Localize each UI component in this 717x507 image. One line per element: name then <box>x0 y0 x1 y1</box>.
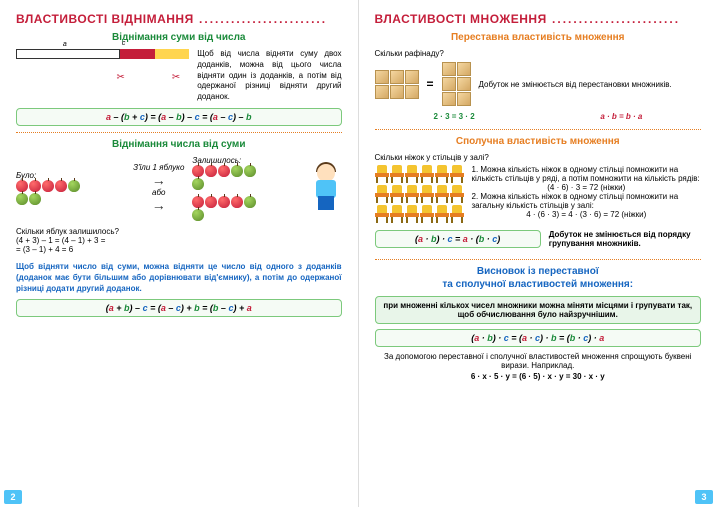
subtraction-diagram-row: a b c ✂ ✂ Щоб від числа відняти суму дво… <box>16 49 342 103</box>
concl-side: Добуток не змінюється від порядку групув… <box>549 230 701 248</box>
bar-diagram: a b c ✂ ✂ <box>16 49 189 75</box>
page-left: ВЛАСТИВОСТІ ВІДНІМАННЯ Віднімання суми в… <box>0 0 359 507</box>
apples-after-2 <box>192 196 262 221</box>
q-apples: Скільки яблук залишилось? <box>16 227 342 236</box>
concl-title2: та сполучної властивостей множення: <box>375 279 702 290</box>
rafinad-eq: 2 · 3 = 3 · 2 <box>375 112 534 121</box>
separator <box>375 259 702 260</box>
chairs-grid <box>375 165 464 225</box>
separator <box>375 129 702 130</box>
q-rafinad: Скільки рафінаду? <box>375 49 702 58</box>
bar-b: b <box>120 49 155 59</box>
cubes-row: = Добуток не змінюється від перестановки… <box>375 62 702 106</box>
textbook-spread: ВЛАСТИВОСТІ ВІДНІМАННЯ Віднімання суми в… <box>0 0 717 507</box>
chairs-t1: 1. Можна кількість ніжок в одному стільц… <box>472 165 702 183</box>
cubes-2x3 <box>375 70 419 99</box>
lbl-zily: З'їли 1 яблуко <box>133 163 184 172</box>
sec2-title: Віднімання числа від суми <box>16 139 342 150</box>
final-eq: 6 · x · 5 · y = (6 · 5) · x · y = 30 · x… <box>375 372 702 381</box>
chairs-block: 1. Можна кількість ніжок в одному стільц… <box>375 165 702 225</box>
apples-row: Було: З'їли 1 яблуко → або → Залишилось: <box>16 156 342 221</box>
arrow-icon: → <box>137 172 180 188</box>
bar-a: a <box>16 49 120 59</box>
page-right: ВЛАСТИВОСТІ МНОЖЕННЯ Переставна властиві… <box>359 0 717 507</box>
left-title: ВЛАСТИВОСТІ ВІДНІМАННЯ <box>16 12 342 26</box>
q-chairs: Скільки ніжок у стільців у залі? <box>375 153 702 162</box>
calc1: (4 + 3) – 1 = (4 – 1) + 3 = <box>16 236 342 245</box>
chairs-eq2: 4 · (6 · 3) = 4 · (3 · 6) = 72 (ніжки) <box>472 210 702 219</box>
boy-illustration <box>310 160 342 216</box>
bar-c: c <box>155 49 190 59</box>
apples-after-1 <box>192 165 262 190</box>
calc2: = (3 – 1) + 4 = 6 <box>16 245 342 254</box>
r-sec2-title: Сполучна властивість множення <box>375 136 702 147</box>
sec2-text: Щоб відняти число від суми, можна віднят… <box>16 262 342 294</box>
r-formula2: (a · b) · c = a · (b · c) <box>375 230 541 248</box>
page-number: 3 <box>695 490 713 504</box>
lbl-abo: або <box>133 188 184 197</box>
scissors-icon: ✂ <box>172 72 180 83</box>
r-sec1-title: Переставна властивість множення <box>375 32 702 43</box>
sec1-text: Щоб від числа відняти суму двох доданків… <box>197 49 341 103</box>
page-number: 2 <box>4 490 22 504</box>
chairs-eq1: (4 · 6) · 3 = 72 (ніжки) <box>472 183 702 192</box>
r-formula3: (a · b) · c = (a · c) · b = (b · c) · a <box>375 329 702 347</box>
separator <box>16 132 342 133</box>
final-text: За допомогою переставної і сполучної вла… <box>375 352 702 370</box>
apples-before <box>16 180 86 205</box>
formula1: a – (b + c) = (a – b) – c = (a – c) – b <box>16 108 342 126</box>
rafinad-formula: a · b = b · a <box>542 112 701 121</box>
lbl-bulo: Було: <box>16 171 125 180</box>
concl-text: при множенні кількох чисел множники можн… <box>375 296 702 324</box>
cubes-3x2 <box>442 62 471 106</box>
formula2: (a + b) – c = (a – c) + b = (b – c) + a <box>16 299 342 317</box>
right-title: ВЛАСТИВОСТІ МНОЖЕННЯ <box>375 12 702 26</box>
concl-title1: Висновок із переставної <box>375 266 702 277</box>
rafinad-text: Добуток не змінюється від перестановки м… <box>479 80 701 89</box>
chairs-t2: 2. Можна кількість ніжок в одному стільц… <box>472 192 702 210</box>
lbl-zalysh: Залишилось: <box>192 156 301 165</box>
scissors-icon: ✂ <box>116 72 124 83</box>
bar-bc: b c <box>120 49 189 59</box>
arrow-icon: → <box>137 197 180 213</box>
